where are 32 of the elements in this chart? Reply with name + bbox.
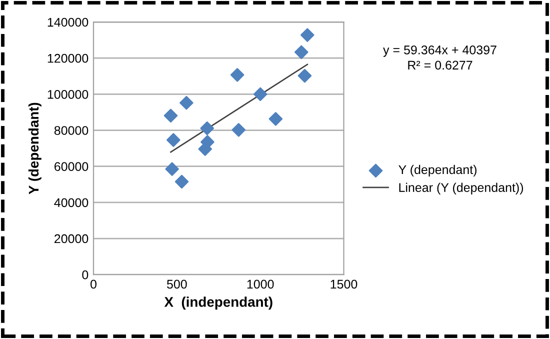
- text: R² = 0.6277: [408, 60, 472, 70]
- y-tick-label: 80000: [54, 126, 88, 135]
- y-tick-label: 20000: [54, 234, 88, 244]
- y-tick-label: 40000: [54, 198, 88, 208]
- text: y = 59.364x + 40397: [383, 46, 496, 57]
- point: [165, 162, 179, 176]
- x-axis-title: X (independant): [164, 296, 272, 310]
- point: [253, 87, 268, 102]
- point: [230, 68, 244, 82]
- point: [174, 174, 189, 189]
- x-tick-label: 0: [90, 280, 96, 289]
- y-tick-label: 140000: [48, 18, 88, 27]
- point: [298, 68, 312, 83]
- legend-label: Linear (Y (dependant)): [399, 182, 524, 194]
- x-tick-label: 500: [166, 280, 187, 289]
- legend-label: Y (dependant): [398, 164, 476, 177]
- point: [164, 108, 178, 123]
- x-tick-label: 1500: [330, 280, 358, 289]
- point: [300, 28, 314, 42]
- x-tick-label: 1000: [247, 280, 274, 289]
- point: [232, 123, 246, 137]
- point: [200, 121, 214, 136]
- y-axis-title: Y (dependant): [28, 102, 42, 194]
- y-tick-label: 120000: [48, 54, 88, 63]
- y-tick-label: 0: [82, 270, 88, 280]
- y-tick-label: 60000: [54, 162, 88, 172]
- point: [180, 96, 194, 110]
- point: [268, 112, 283, 126]
- y-tick-label: 100000: [48, 90, 88, 99]
- point: [294, 45, 308, 60]
- point: [166, 133, 180, 147]
- point: [198, 142, 212, 156]
